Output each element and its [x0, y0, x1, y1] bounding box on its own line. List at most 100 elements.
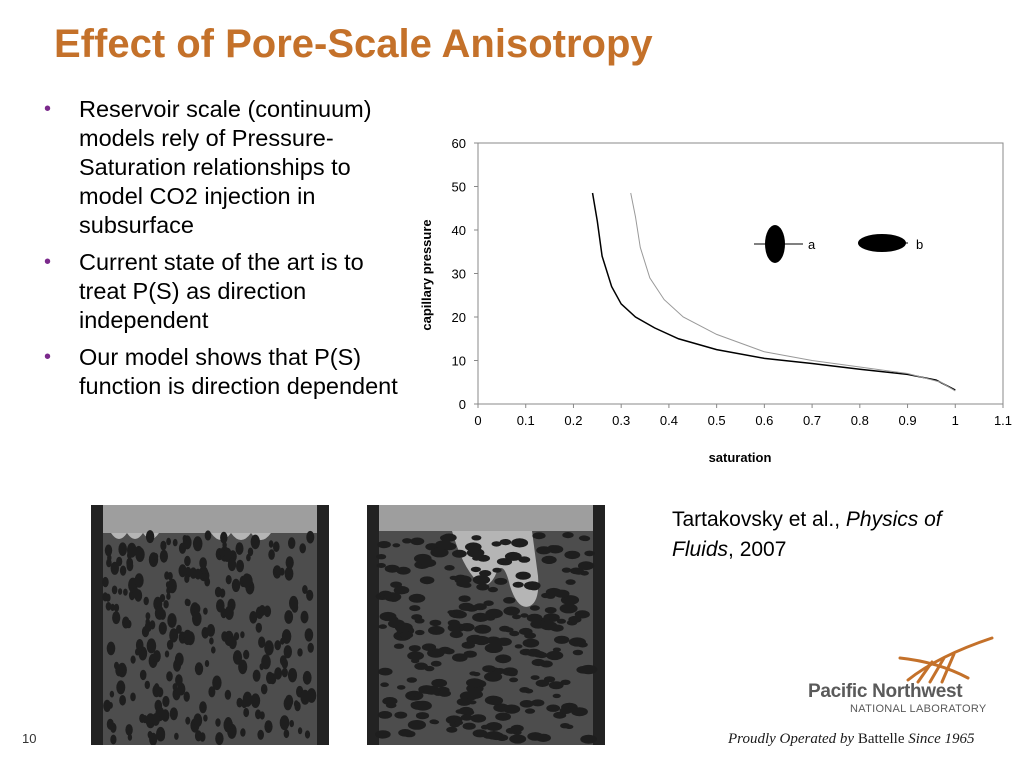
- pore-shape: [531, 658, 546, 667]
- pore-shape: [472, 672, 481, 677]
- pore-shape: [428, 625, 445, 635]
- pore-shape: [167, 578, 177, 594]
- pore-shape: [556, 618, 566, 624]
- pore-shape: [477, 554, 490, 562]
- pore-shape: [127, 542, 137, 558]
- pore-shape: [110, 561, 119, 575]
- pore-shape: [503, 597, 516, 604]
- pore-shape: [135, 639, 144, 651]
- bullet-text: Current state of the art is to treat P(S…: [79, 249, 364, 333]
- pore-shape: [153, 553, 159, 561]
- pore-shape: [169, 707, 178, 721]
- pore-shape: [511, 538, 529, 548]
- series-line-b: [630, 192, 956, 392]
- pore-shape: [174, 652, 184, 667]
- pore-shape: [385, 702, 397, 709]
- bullet-text: Our model shows that P(S) function is di…: [79, 344, 398, 399]
- tagline-post: Since 1965: [904, 731, 975, 747]
- pore-shape: [236, 559, 244, 573]
- pore-shape: [288, 537, 296, 549]
- pore-shape: [430, 547, 449, 558]
- pore-shape: [415, 712, 430, 720]
- pore-shape: [499, 625, 511, 632]
- pore-shape: [106, 641, 116, 656]
- pore-shape: [158, 621, 167, 635]
- pore-shape: [458, 595, 471, 602]
- pore-shape: [393, 643, 405, 649]
- pore-shape: [155, 605, 165, 620]
- pore-shape: [231, 578, 241, 592]
- pore-shape: [203, 607, 208, 615]
- pore-shape: [252, 669, 261, 682]
- pore-shape: [221, 631, 228, 642]
- pore-shape: [206, 624, 215, 637]
- y-tick-label: 20: [452, 310, 466, 325]
- pore-shape: [260, 684, 268, 695]
- pore-shape: [565, 579, 576, 585]
- pore-shape: [509, 677, 519, 683]
- pore-shape: [177, 682, 186, 696]
- legend-b-label: b: [916, 237, 923, 252]
- x-tick-label: 1.1: [994, 413, 1012, 428]
- pore-shape: [224, 689, 232, 700]
- pore-shape: [568, 615, 582, 624]
- pore-shape: [199, 557, 207, 569]
- pore-shape: [185, 716, 191, 725]
- pore-shape: [285, 556, 294, 569]
- pore-shape: [145, 618, 150, 626]
- pore-shape: [118, 542, 127, 556]
- pnnl-logo-icon: [898, 636, 994, 684]
- pore-shape: [115, 664, 123, 677]
- pore-shape: [568, 637, 586, 647]
- pore-shape: [204, 660, 210, 667]
- pore-shape: [570, 567, 583, 575]
- pore-shape: [122, 616, 130, 629]
- pore-shape: [132, 587, 140, 599]
- pore-shape: [233, 632, 240, 641]
- pore-shape: [559, 603, 578, 614]
- pore-shape: [192, 536, 203, 552]
- x-tick-label: 0: [474, 413, 481, 428]
- y-axis-title: capillary pressure: [419, 219, 434, 330]
- pore-shape: [145, 612, 151, 620]
- footer-tagline: Proudly Operated by Battelle Since 1965: [728, 731, 974, 748]
- pore-shape: [400, 631, 414, 639]
- citation: Tartakovsky et al., Physics of Fluids, 2…: [672, 505, 992, 565]
- pore-shape: [235, 542, 244, 555]
- pore-shape: [257, 729, 264, 740]
- pore-shape: [444, 565, 455, 571]
- x-axis-title: saturation: [709, 450, 772, 465]
- pore-shape: [472, 575, 491, 585]
- pore-shape: [486, 731, 502, 740]
- pore-shape: [503, 704, 521, 714]
- pore-shape: [299, 543, 306, 554]
- pore-shape: [283, 729, 290, 739]
- pore-shape: [520, 613, 529, 618]
- pore-shape: [143, 596, 149, 606]
- tagline-pre: Proudly Operated by: [728, 731, 858, 747]
- pore-shape: [259, 663, 264, 671]
- pore-shape: [431, 678, 448, 688]
- pore-shape: [281, 667, 288, 678]
- pore-shape: [167, 572, 173, 581]
- pore-shape: [165, 581, 171, 589]
- plot-area: [477, 142, 1004, 405]
- pore-shape: [273, 541, 280, 552]
- pore-shape: [522, 638, 540, 648]
- citation-authors: Tartakovsky et al.,: [672, 508, 846, 531]
- pore-shape: [488, 586, 498, 593]
- bullet-item: • Current state of the art is to treat P(…: [44, 248, 399, 335]
- pore-shape: [283, 645, 292, 659]
- pore-shape: [526, 648, 542, 657]
- pore-shape: [429, 619, 442, 627]
- pore-shape: [547, 545, 558, 551]
- pore-shape: [240, 729, 245, 737]
- pore-shape: [408, 593, 426, 603]
- pore-shape: [496, 637, 512, 646]
- pore-shape: [166, 671, 173, 682]
- pore-shape: [495, 712, 511, 721]
- tagline-name: Battelle: [857, 731, 905, 747]
- logo-line2: NATIONAL LABORATORY: [850, 703, 987, 715]
- pore-shape: [232, 650, 243, 665]
- pore-shape: [494, 577, 508, 585]
